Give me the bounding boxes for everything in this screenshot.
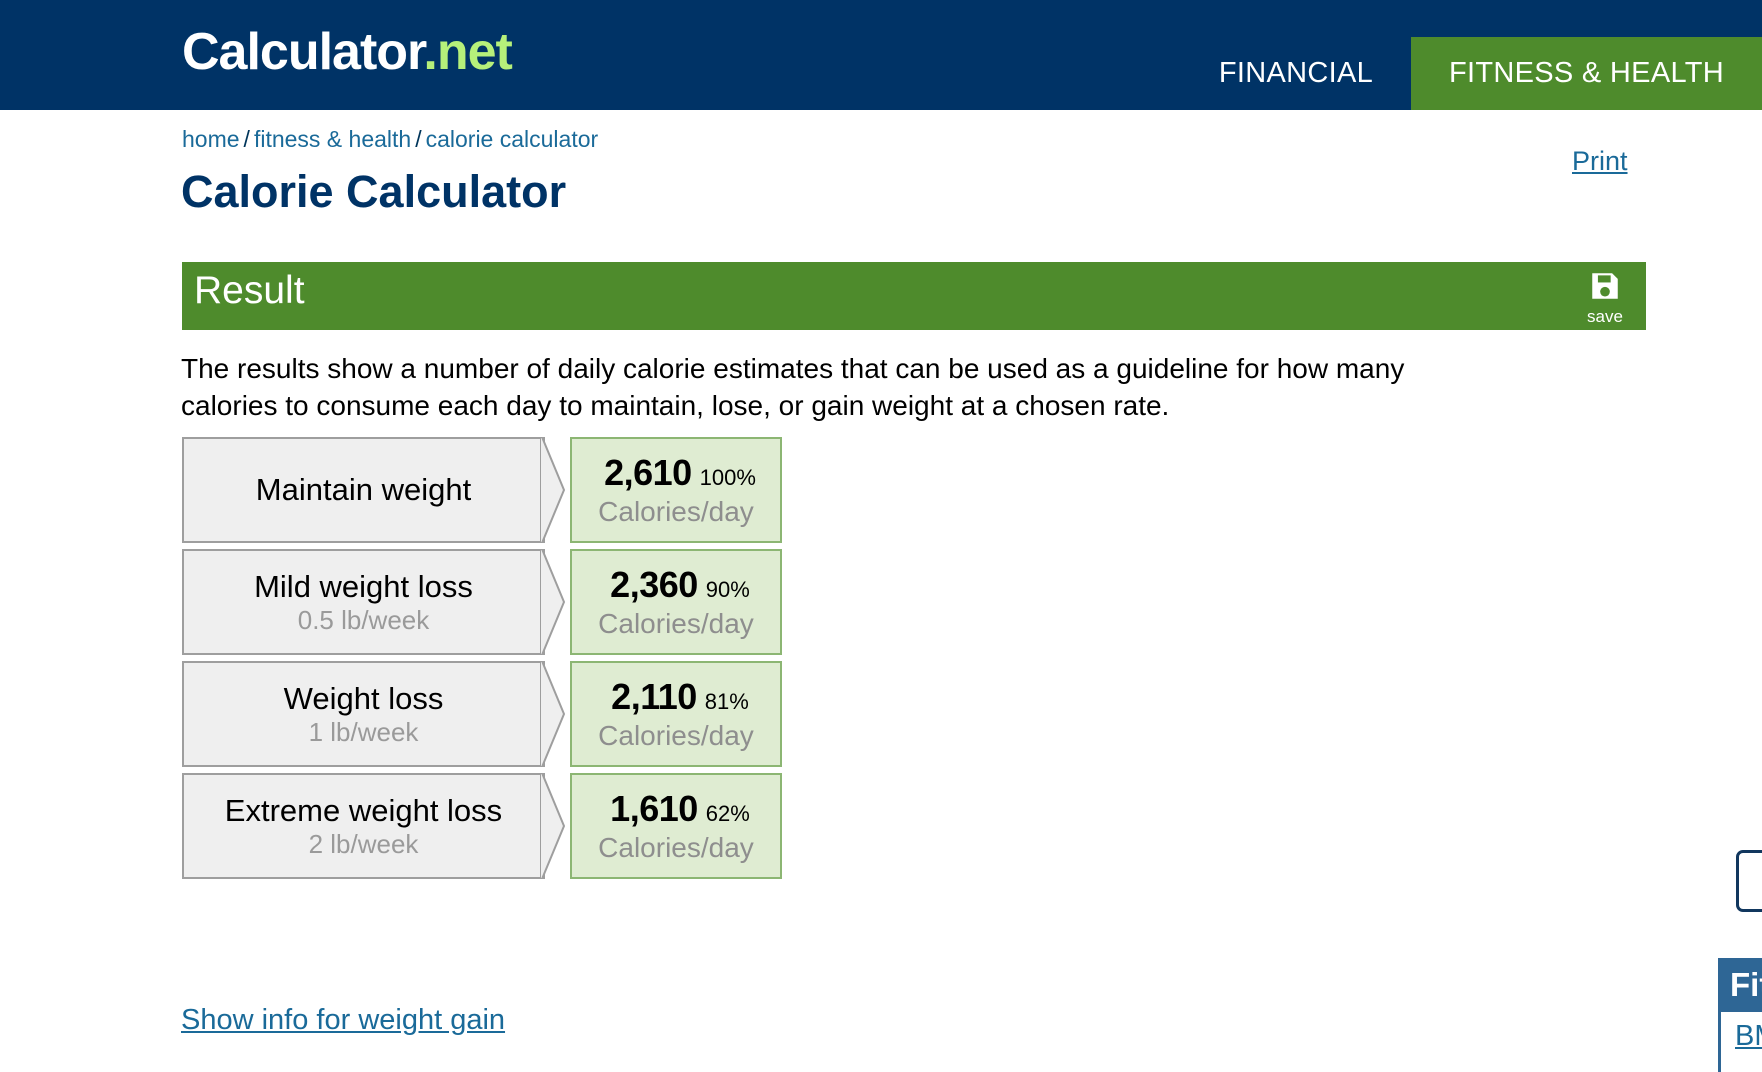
result-row-percent: 62%: [705, 801, 750, 826]
result-heading: Result: [194, 269, 305, 312]
result-row-title: Weight loss: [283, 680, 444, 716]
result-row-unit: Calories/day: [598, 608, 754, 639]
rail-link-bmi[interactable]: BM: [1735, 1020, 1762, 1052]
result-row-value: 2,360: [610, 564, 698, 605]
result-value-cell: 1,610 62% Calories/day: [570, 773, 782, 879]
breadcrumb-separator: /: [415, 126, 422, 152]
breadcrumb-item-fitness-health[interactable]: fitness & health: [253, 126, 412, 152]
result-row-title: Mild weight loss: [254, 568, 473, 604]
result-row-unit: Calories/day: [598, 720, 754, 751]
table-row: Extreme weight loss 2 lb/week 1,610 62% …: [182, 773, 782, 883]
site-logo[interactable]: Calculator.net: [182, 22, 513, 82]
calorie-result-table: Maintain weight 2,610 100% Calories/day …: [182, 437, 782, 885]
result-label-cell: Extreme weight loss 2 lb/week: [182, 773, 545, 879]
result-row-rate: 2 lb/week: [308, 828, 419, 859]
logo-word: Calculator: [182, 23, 424, 81]
result-row-title: Maintain weight: [255, 472, 472, 507]
result-row-percent: 100%: [699, 465, 756, 490]
result-label-cell: Maintain weight: [182, 437, 545, 543]
result-header-bar: Result save: [182, 262, 1646, 330]
result-label-cell: Weight loss 1 lb/week: [182, 661, 545, 767]
result-description: The results show a number of daily calor…: [181, 353, 1405, 421]
result-row-unit: Calories/day: [598, 832, 754, 863]
result-row-rate: 1 lb/week: [308, 716, 419, 747]
result-row-percent: 81%: [704, 689, 749, 714]
result-row-value: 2,110: [611, 676, 697, 717]
result-row-unit: Calories/day: [598, 496, 754, 527]
rail-panel-body: BM: [1718, 1012, 1762, 1072]
print-link[interactable]: Print: [1572, 146, 1628, 176]
breadcrumb-separator: /: [243, 126, 250, 152]
table-row: Mild weight loss 0.5 lb/week 2,360 90% C…: [182, 549, 782, 659]
page-content: home / fitness & health / calorie calculator…: [0, 110, 1762, 1072]
breadcrumb: home / fitness & health / calorie calculator: [182, 126, 598, 153]
result-row-value: 2,610: [604, 452, 692, 493]
save-button[interactable]: save: [1578, 267, 1632, 325]
floppy-disk-icon: [1588, 269, 1622, 308]
main-nav: FINANCIAL FITNESS & HEALTH: [1181, 37, 1762, 110]
logo-tld: net: [436, 23, 513, 81]
result-value-cell: 2,360 90% Calories/day: [570, 549, 782, 655]
show-weight-gain-link[interactable]: Show info for weight gain: [181, 1004, 506, 1036]
result-value-cell: 2,610 100% Calories/day: [570, 437, 782, 543]
rail-input-box[interactable]: [1736, 850, 1762, 912]
result-value-cell: 2,110 81% Calories/day: [570, 661, 782, 767]
save-label: save: [1587, 307, 1623, 326]
logo-dot: .: [423, 23, 437, 81]
result-row-rate: 0.5 lb/week: [297, 604, 430, 635]
table-row: Weight loss 1 lb/week 2,110 81% Calories…: [182, 661, 782, 771]
breadcrumb-item-home[interactable]: home: [182, 126, 240, 152]
result-row-value: 1,610: [610, 788, 698, 829]
nav-item-fitness-health[interactable]: FITNESS & HEALTH: [1411, 37, 1762, 110]
result-row-title: Extreme weight loss: [224, 792, 503, 828]
rail-panel-header: Fit: [1718, 958, 1762, 1012]
result-row-percent: 90%: [705, 577, 750, 602]
breadcrumb-item-calorie-calculator[interactable]: calorie calculator: [425, 126, 599, 152]
nav-item-financial[interactable]: FINANCIAL: [1218, 57, 1374, 89]
site-header: Calculator.net FINANCIAL FITNESS & HEALT…: [0, 0, 1762, 110]
rail-panel: Fit BM: [1718, 958, 1762, 1072]
page-title: Calorie Calculator: [181, 166, 567, 217]
table-row: Maintain weight 2,610 100% Calories/day: [182, 437, 782, 547]
result-label-cell: Mild weight loss 0.5 lb/week: [182, 549, 545, 655]
